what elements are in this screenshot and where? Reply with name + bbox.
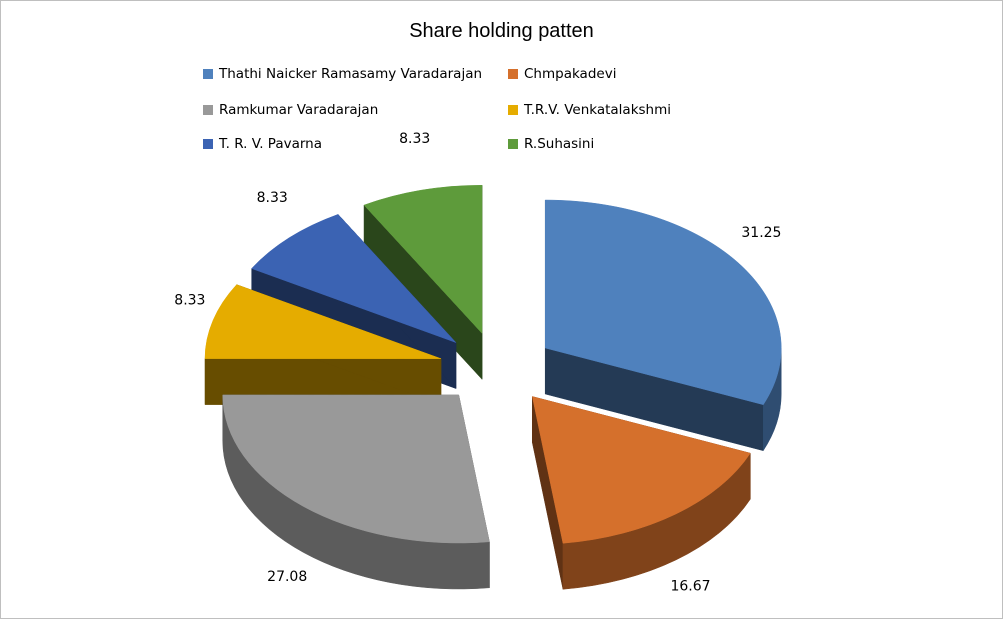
legend-swatch-4 <box>508 105 518 115</box>
pie-slice-6 <box>363 185 483 334</box>
legend-item-5: T. R. V. Pavarna <box>203 136 322 152</box>
data-label-2: 16.67 <box>670 578 710 594</box>
legend-label-5: T. R. V. Pavarna <box>219 136 322 152</box>
pie-slice-3 <box>222 394 490 544</box>
legend-item-6: R.Suhasini <box>508 136 594 152</box>
legend-swatch-2 <box>508 69 518 79</box>
legend-swatch-3 <box>203 105 213 115</box>
pie-slice-1 <box>544 199 782 405</box>
legend-item-4: T.R.V. Venkatalakshmi <box>508 102 671 118</box>
legend-item-2: Chmpakadevi <box>508 66 616 82</box>
pie-slice-2 <box>531 396 751 544</box>
pie-slice-5 <box>251 214 457 343</box>
data-label-5: 8.33 <box>257 190 288 206</box>
data-label-3: 27.08 <box>267 569 307 585</box>
legend-label-3: Ramkumar Varadarajan <box>219 102 379 118</box>
legend-swatch-6 <box>508 139 518 149</box>
pie-slice-4 <box>204 284 442 359</box>
legend-item-3: Ramkumar Varadarajan <box>203 102 378 118</box>
legend-label-4: T.R.V. Venkatalakshmi <box>524 102 672 118</box>
data-label-4: 8.33 <box>174 293 205 309</box>
legend-swatch-5 <box>203 139 213 149</box>
data-label-1: 31.25 <box>741 225 781 241</box>
data-label-6: 8.33 <box>399 131 430 147</box>
legend-label-1: Thathi Naicker Ramasamy Varadarajan <box>219 66 483 82</box>
legend-swatch-1 <box>203 69 213 79</box>
legend-label-2: Chmpakadevi <box>524 66 617 82</box>
legend-item-1: Thathi Naicker Ramasamy Varadarajan <box>203 66 482 82</box>
chart-title: Share holding patten <box>409 20 594 42</box>
legend-label-6: R.Suhasini <box>524 136 595 152</box>
